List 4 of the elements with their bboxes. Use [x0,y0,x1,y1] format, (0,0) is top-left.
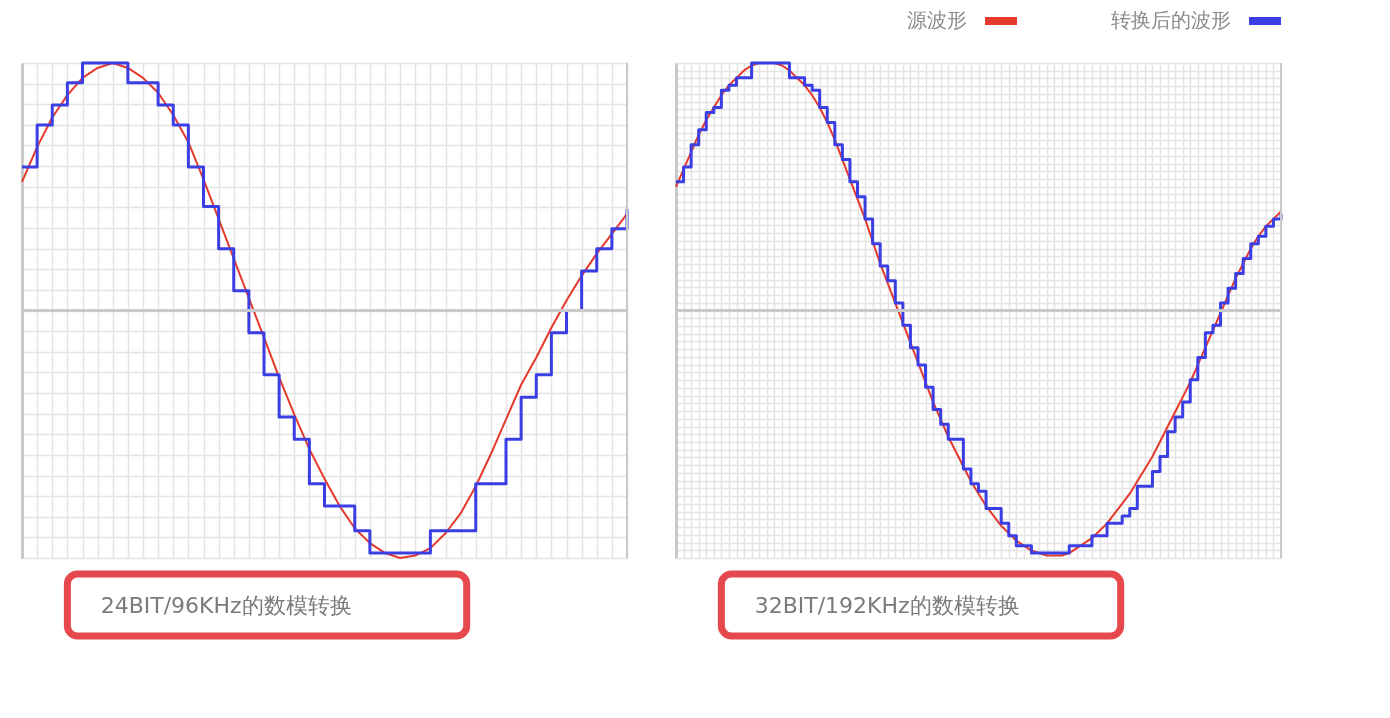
x-axis-title: 24BIT/96KHz的数模转换 [100,593,352,618]
legend-label: 转换后的波形 [1111,8,1231,32]
x-axis-title: 32BIT/192KHz的数模转换 [754,593,1020,618]
legend-label: 源波形 [907,8,967,32]
